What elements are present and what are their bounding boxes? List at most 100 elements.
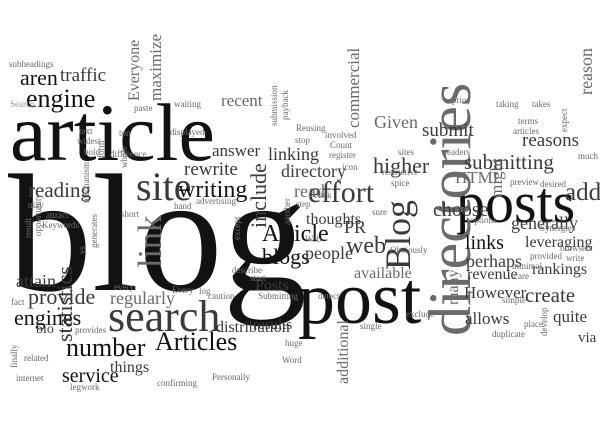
- word-blogs: blogs: [262, 244, 310, 269]
- word-pr: PR: [344, 217, 367, 237]
- word-recent: recent: [221, 91, 263, 110]
- word-submitting: submitting: [464, 150, 554, 174]
- word-short: short: [121, 209, 139, 219]
- word-reason: reason: [576, 48, 596, 95]
- word-bold: bold: [84, 147, 101, 157]
- word-vs: vs: [77, 245, 87, 254]
- word-log: log: [199, 286, 211, 296]
- word-count: Count: [330, 140, 353, 150]
- word-paste: paste: [134, 103, 153, 113]
- word-directory: directory: [281, 161, 346, 181]
- word-legwork: legwork: [70, 382, 100, 392]
- word-posts-capital: Posts: [255, 277, 289, 294]
- word-ton: ton: [119, 128, 131, 138]
- word-rankings: rankings: [532, 261, 588, 278]
- word-spice: spice: [391, 178, 410, 188]
- word-search-small: Search: [10, 99, 35, 109]
- word-taking: taking: [496, 99, 519, 109]
- word-aren: aren: [20, 65, 58, 90]
- word-create: create: [525, 283, 576, 307]
- word-link: link: [132, 215, 169, 268]
- word-provided: provided: [530, 251, 562, 261]
- word-allows: allows: [465, 309, 510, 328]
- word-describe: describe: [232, 265, 262, 275]
- word-number: number: [66, 333, 146, 362]
- word-leveraging: leveraging: [525, 234, 593, 251]
- word-things: things: [110, 359, 150, 376]
- word-sites: sites: [398, 147, 415, 157]
- word-article-capital: Article: [262, 221, 329, 247]
- word-personally: Personally: [212, 372, 250, 382]
- word-mechanism: mechanism: [81, 162, 91, 203]
- word-place: place: [524, 319, 543, 329]
- word-perhaps: perhaps: [466, 251, 522, 271]
- word-exclude: exclude: [406, 309, 434, 319]
- word-results: results: [253, 317, 293, 333]
- word-synergies: Synergies: [540, 223, 576, 233]
- word-submitting-small: Submitting: [258, 291, 299, 301]
- word-quite: quite: [553, 307, 587, 326]
- word-step: step: [296, 199, 311, 209]
- word-waiting: waiting: [174, 99, 201, 109]
- word-desired: desired: [540, 179, 566, 189]
- word-service: service: [62, 365, 119, 387]
- word-click: click: [314, 190, 332, 200]
- word-form: form: [96, 140, 106, 159]
- word-many: many: [445, 269, 462, 305]
- word-provides: provides: [75, 325, 106, 335]
- word-icon: icon: [342, 162, 358, 172]
- word-readers: readers: [444, 147, 470, 157]
- word-linking: linking: [268, 144, 320, 164]
- word-commercial: commercial: [344, 47, 363, 128]
- word-blog: blog: [8, 141, 307, 327]
- word-huge: huge: [285, 338, 303, 348]
- word-fact: fact: [11, 297, 25, 307]
- word-additional: additional: [335, 320, 352, 384]
- word-text: text: [79, 126, 93, 136]
- word-people: people: [305, 243, 353, 263]
- word-bio: bio: [36, 322, 54, 337]
- word-reasons: reasons: [522, 130, 579, 151]
- word-regularly: regularly: [110, 288, 175, 308]
- word-duplicate: duplicate: [492, 329, 525, 339]
- word-minimal: minimal: [512, 261, 542, 271]
- word-however: However: [464, 283, 527, 302]
- word-reading: reading: [28, 178, 91, 202]
- word-care: care: [514, 271, 529, 281]
- word-terms: terms: [518, 116, 538, 126]
- word-statistics: statistics: [52, 266, 77, 342]
- word-opportunity: opportunity: [33, 194, 43, 236]
- word-given: Given: [374, 112, 418, 132]
- word-engines: engines: [14, 305, 82, 330]
- word-prior: prior: [452, 95, 470, 105]
- word-start: start: [250, 273, 266, 283]
- word-confirming: confirming: [157, 378, 197, 388]
- word-simple: simple: [502, 295, 526, 305]
- word-caution: caution: [208, 291, 235, 301]
- word-attract: attract: [46, 210, 69, 220]
- word-web: web: [346, 233, 386, 259]
- word-everyone: Everyone: [126, 39, 143, 101]
- word-may: may: [28, 200, 44, 210]
- word-browsers: browsers: [560, 243, 593, 253]
- word-engine: engine: [26, 84, 96, 113]
- word-restrictive: restrictive: [382, 167, 418, 177]
- word-another: another: [282, 198, 292, 225]
- word-generally: generally: [511, 213, 578, 233]
- word-provide: provide: [28, 284, 96, 309]
- word-via: via: [578, 330, 597, 346]
- word-sure: sure: [372, 207, 387, 217]
- word-maximize: maximize: [146, 33, 165, 101]
- word-write: write: [566, 253, 585, 263]
- word-single: single: [360, 321, 382, 331]
- word-articles-small: articles: [513, 126, 539, 136]
- word-read: read: [294, 181, 325, 201]
- word-site: site: [136, 164, 192, 209]
- word-add: add: [565, 179, 600, 206]
- word-internet: internet: [16, 373, 44, 383]
- word-answer: answer: [212, 141, 261, 160]
- word-word: Word: [282, 355, 302, 365]
- word-available: available: [354, 265, 412, 282]
- word-involved: involved: [325, 130, 357, 140]
